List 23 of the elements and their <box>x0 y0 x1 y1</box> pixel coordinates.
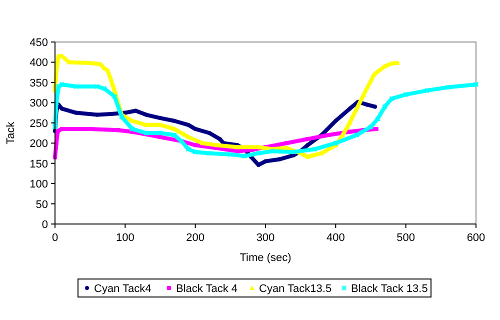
x-tick-label: 500 <box>396 232 416 244</box>
x-tick-label: 300 <box>256 232 275 244</box>
legend-label: Cyan Tack4 <box>94 283 152 295</box>
y-tick-label: 300 <box>30 98 48 110</box>
y-tick-label: 350 <box>30 77 48 90</box>
y-tick-label: 400 <box>30 57 48 70</box>
x-tick-label: 600 <box>466 232 486 244</box>
x-tick-label: 0 <box>52 232 58 244</box>
y-tick-label: 450 <box>30 37 48 49</box>
y-tick-label: 50 <box>36 198 48 211</box>
y-tick-label: 150 <box>30 158 48 170</box>
legend-label: Black Tack 13.5 <box>351 283 428 295</box>
y-axis-title: Tack <box>5 121 17 144</box>
y-tick-label: 200 <box>30 138 48 150</box>
x-tick-label: 200 <box>186 232 205 244</box>
y-tick-label: 100 <box>30 178 48 191</box>
legend-label: Black Tack 4 <box>176 283 238 295</box>
y-tick-label: 250 <box>30 118 48 130</box>
x-axis-title: Time (sec) <box>240 252 292 264</box>
x-tick-label: 400 <box>326 232 345 244</box>
x-tick-label: 100 <box>116 232 134 244</box>
y-tick-label: 0 <box>42 219 48 231</box>
legend-label: Cyan Tack13.5 <box>259 283 332 295</box>
